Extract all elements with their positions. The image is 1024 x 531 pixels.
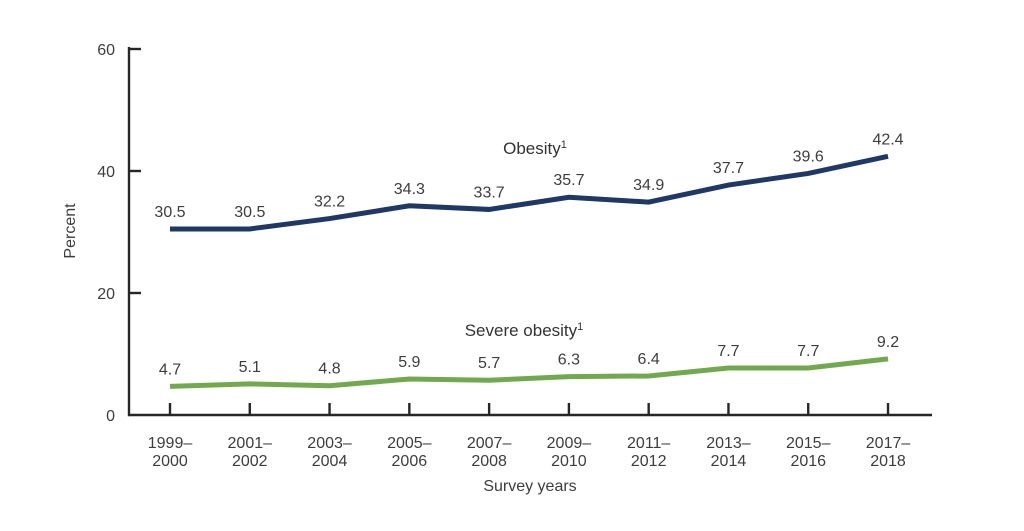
obesity-data-label: 42.4 [872,131,903,148]
x-tick-label: 2001– 2002 [228,435,273,470]
severe-obesity-data-label: 7.7 [797,343,819,360]
x-tick-label: 2007– 2008 [467,435,512,470]
obesity-data-label: 34.3 [394,181,425,198]
severe-obesity-line [169,356,889,389]
severe-obesity-data-label: 7.7 [717,343,739,360]
x-tick-label: 2013– 2014 [706,435,751,470]
severe-obesity-data-label: 4.8 [318,361,340,378]
obesity-data-label: 35.7 [553,172,584,189]
y-tick-label: 0 [106,408,115,425]
severe-obesity-data-label: 5.7 [478,355,500,372]
x-tick-label: 2005– 2006 [387,435,432,470]
x-tick-label: 2015– 2016 [786,435,831,470]
y-axis-title: Percent [62,203,79,259]
x-tick-label: 2017– 2018 [866,435,911,470]
obesity-data-label: 37.7 [713,160,744,177]
x-tick-label: 1999– 2000 [148,435,193,470]
x-tick-label: 2011– 2012 [627,435,670,470]
obesity-series-label: Obesity1 [503,139,567,158]
x-tick-label: 2009– 2010 [547,435,592,470]
severe-obesity-data-label: 4.7 [159,361,181,378]
x-tick-label: 2003– 2004 [307,435,352,470]
x-axis-title: Survey years [483,478,576,495]
obesity-data-label: 30.5 [154,204,185,221]
y-tick-label: 20 [97,286,115,303]
severe-obesity-data-label: 6.3 [558,352,580,369]
y-tick-label: 40 [97,164,115,181]
severe-obesity-data-label: 6.4 [638,351,660,368]
severe-obesity-data-label: 5.9 [398,354,420,371]
obesity-data-label: 33.7 [474,184,505,201]
obesity-data-label: 34.9 [633,177,664,194]
obesity-data-label: 32.2 [314,194,345,211]
severe-obesity-data-label: 9.2 [877,334,899,351]
obesity-data-label: 30.5 [234,204,265,221]
severe-obesity-series-label: Severe obesity1 [465,321,584,340]
severe-obesity-data-label: 5.1 [239,359,261,376]
obesity-data-label: 39.6 [793,148,824,165]
y-tick-label: 60 [97,42,115,59]
obesity-line [170,153,889,232]
